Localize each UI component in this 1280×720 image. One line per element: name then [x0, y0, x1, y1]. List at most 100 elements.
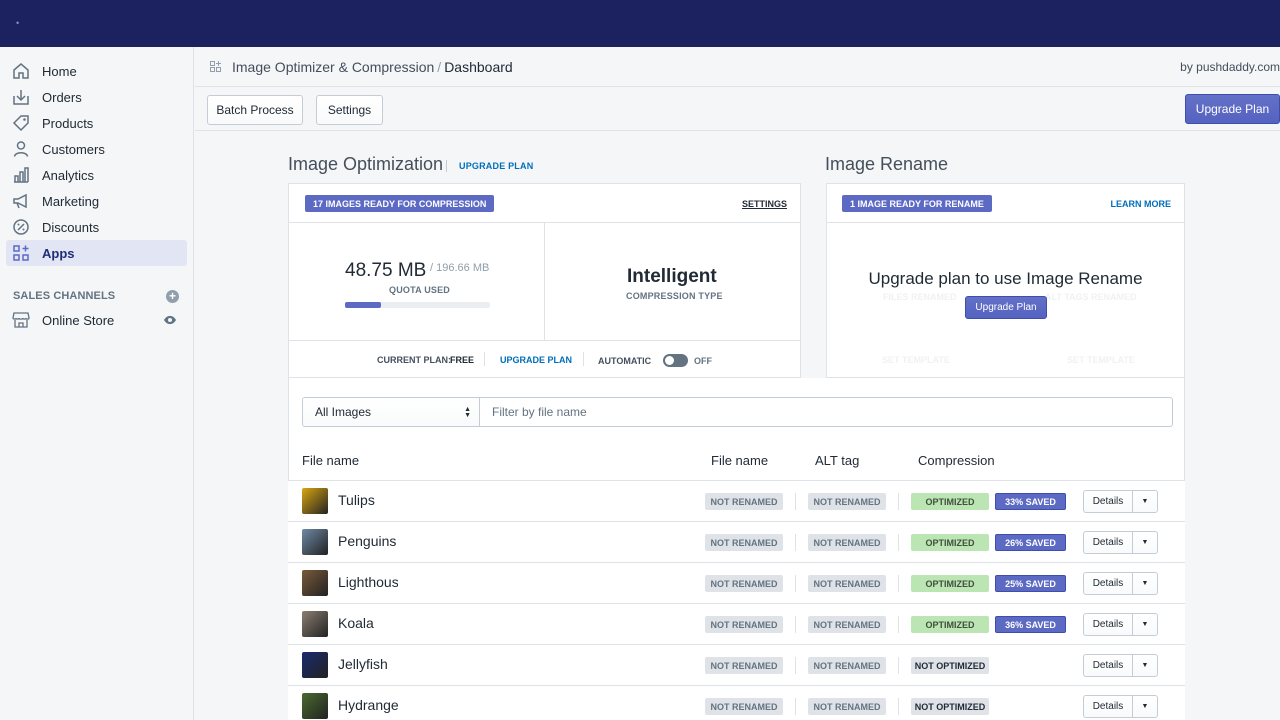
image-filter-select[interactable]: All Images ▲ ▼: [302, 397, 480, 427]
optimization-card: 17 IMAGES READY FOR COMPRESSION SETTINGS…: [288, 183, 801, 378]
file-rename-status: NOT RENAMED: [705, 575, 783, 592]
plan-divider: [583, 352, 584, 366]
sidebar-item-marketing[interactable]: Marketing: [6, 188, 187, 214]
sidebar-item-label: Products: [42, 115, 94, 131]
optimization-title: Image Optimization: [288, 154, 444, 174]
add-channel-icon[interactable]: +: [166, 289, 179, 303]
compression-type-label: COMPRESSION TYPE: [626, 291, 723, 301]
rename-upgrade-button[interactable]: Upgrade Plan: [965, 296, 1047, 319]
details-dropdown-button[interactable]: ▼: [1132, 531, 1158, 554]
compression-type-value: Intelligent: [627, 266, 717, 287]
sidebar-item-label: Analytics: [42, 167, 95, 183]
developer-credit: by pushdaddy.com: [1180, 60, 1280, 74]
quota-progress-fill: [345, 302, 381, 308]
breadcrumb-app-link[interactable]: Image Optimizer & Compression: [232, 59, 435, 75]
quota-used-label: QUOTA USED: [389, 285, 451, 295]
row-divider: [898, 534, 899, 551]
learn-more-link[interactable]: LEARN MORE: [1110, 199, 1172, 209]
row-divider: [898, 657, 899, 674]
store-icon: [12, 311, 30, 329]
file-name[interactable]: Koala: [338, 615, 374, 631]
sidebar-item-online-store[interactable]: Online Store: [6, 307, 187, 333]
details-dropdown-button[interactable]: ▼: [1132, 613, 1158, 636]
upgrade-plan-button[interactable]: Upgrade Plan: [1185, 94, 1280, 124]
file-name[interactable]: Lighthouse: [338, 574, 398, 590]
sidebar-item-label: Discounts: [42, 219, 100, 235]
rename-upgrade-message: Upgrade plan to use Image Rename: [868, 269, 1143, 288]
sidebar-item-apps[interactable]: Apps: [6, 240, 187, 266]
details-button[interactable]: Details: [1083, 490, 1133, 513]
compression-status: NOT OPTIMIZED: [911, 698, 989, 715]
table-row: Lighthouse NOT RENAMED NOT RENAMED OPTIMIZE…: [288, 562, 1185, 603]
details-button[interactable]: Details: [1083, 572, 1133, 595]
sales-channels-label: SALES CHANNELS: [13, 290, 116, 302]
alt-rename-status: NOT RENAMED: [808, 657, 886, 674]
details-dropdown-button[interactable]: ▼: [1132, 490, 1158, 513]
settings-button[interactable]: Settings: [316, 95, 383, 125]
bar-chart-icon: [12, 166, 30, 184]
sidebar-item-discounts[interactable]: Discounts: [6, 214, 187, 240]
action-bar: Batch Process Settings Upgrade Plan: [195, 87, 1280, 131]
file-rename-status: NOT RENAMED: [705, 657, 783, 674]
sidebar-item-customers[interactable]: Customers: [6, 136, 187, 162]
eye-icon[interactable]: [163, 314, 177, 326]
details-button[interactable]: Details: [1083, 531, 1133, 554]
card-divider: [544, 222, 545, 340]
automatic-state: OFF: [694, 356, 712, 366]
main-area: Image Optimizer & Compression / Dashboard …: [195, 47, 1280, 720]
home-icon: [12, 62, 30, 80]
images-ready-badge: 17 IMAGES READY FOR COMPRESSION: [305, 195, 495, 212]
details-button[interactable]: Details: [1083, 695, 1133, 718]
sidebar-item-products[interactable]: Products: [6, 110, 187, 136]
table-row: Penguins NOT RENAMED NOT RENAMED OPTIMIZED 2…: [288, 521, 1185, 562]
breadcrumb-bar: Image Optimizer & Compression / Dashboard …: [195, 47, 1280, 87]
rename-card: 1 IMAGE READY FOR RENAME LEARN MORE FILE…: [826, 183, 1185, 378]
ghost-set-template: SET TEMPLATE: [882, 355, 950, 365]
table-row: Koala NOT RENAMED NOT RENAMED OPTIMIZED 36% …: [288, 603, 1185, 644]
file-rename-status: NOT RENAMED: [705, 534, 783, 551]
sidebar-item-label: Apps: [42, 245, 75, 261]
details-dropdown-button[interactable]: ▼: [1132, 695, 1158, 718]
table-row: Hydrangeas NOT RENAMED NOT RENAMED NOT OPTI…: [288, 685, 1185, 720]
plan-divider: [484, 352, 485, 366]
details-button[interactable]: Details: [1083, 613, 1133, 636]
sidebar-item-analytics[interactable]: Analytics: [6, 162, 187, 188]
details-dropdown-button[interactable]: ▼: [1132, 572, 1158, 595]
upgrade-plan-link[interactable]: UPGRADE PLAN: [459, 161, 534, 171]
sidebar-item-orders[interactable]: Orders: [6, 84, 187, 110]
file-name[interactable]: Hydrangeas: [338, 697, 398, 713]
col-header-compression: Compression: [918, 453, 995, 468]
sidebar-item-home[interactable]: Home: [6, 58, 187, 84]
card-divider: [827, 222, 1184, 223]
tag-icon: [12, 114, 30, 132]
plan-upgrade-link[interactable]: UPGRADE PLAN: [500, 355, 573, 365]
col-header-name: File name: [302, 453, 360, 468]
shop-logo-icon[interactable]: •: [16, 18, 20, 28]
batch-process-button[interactable]: Batch Process: [207, 95, 303, 125]
file-name[interactable]: Jellyfish: [338, 656, 388, 672]
details-button[interactable]: Details: [1083, 654, 1133, 677]
savings-badge: 26% SAVED: [995, 534, 1066, 551]
row-divider: [795, 534, 796, 551]
compression-status: OPTIMIZED: [911, 493, 989, 510]
alt-rename-status: NOT RENAMED: [808, 534, 886, 551]
filename-filter-input[interactable]: Filter by file name: [480, 397, 1173, 427]
table-row: Jellyfish NOT RENAMED NOT RENAMED NOT OPTIM…: [288, 644, 1185, 685]
row-divider: [898, 698, 899, 715]
sidebar: Home Orders Products Customers Analytics…: [0, 47, 194, 720]
settings-link[interactable]: SETTINGS: [741, 199, 787, 209]
page-title: Dashboard: [444, 59, 513, 75]
file-name[interactable]: Tulips: [338, 492, 375, 508]
file-name[interactable]: Penguins: [338, 533, 397, 549]
file-rename-status: NOT RENAMED: [705, 616, 783, 633]
ghost-files-renamed: FILES RENAMED: [883, 292, 957, 302]
row-divider: [795, 657, 796, 674]
sidebar-item-label: Orders: [42, 89, 82, 105]
details-dropdown-button[interactable]: ▼: [1132, 654, 1158, 677]
row-divider: [795, 493, 796, 510]
image-thumbnail: [302, 652, 328, 678]
row-divider: [795, 616, 796, 633]
orders-icon: [12, 88, 30, 106]
sidebar-item-label: Home: [42, 63, 77, 79]
automatic-toggle[interactable]: [663, 354, 688, 367]
